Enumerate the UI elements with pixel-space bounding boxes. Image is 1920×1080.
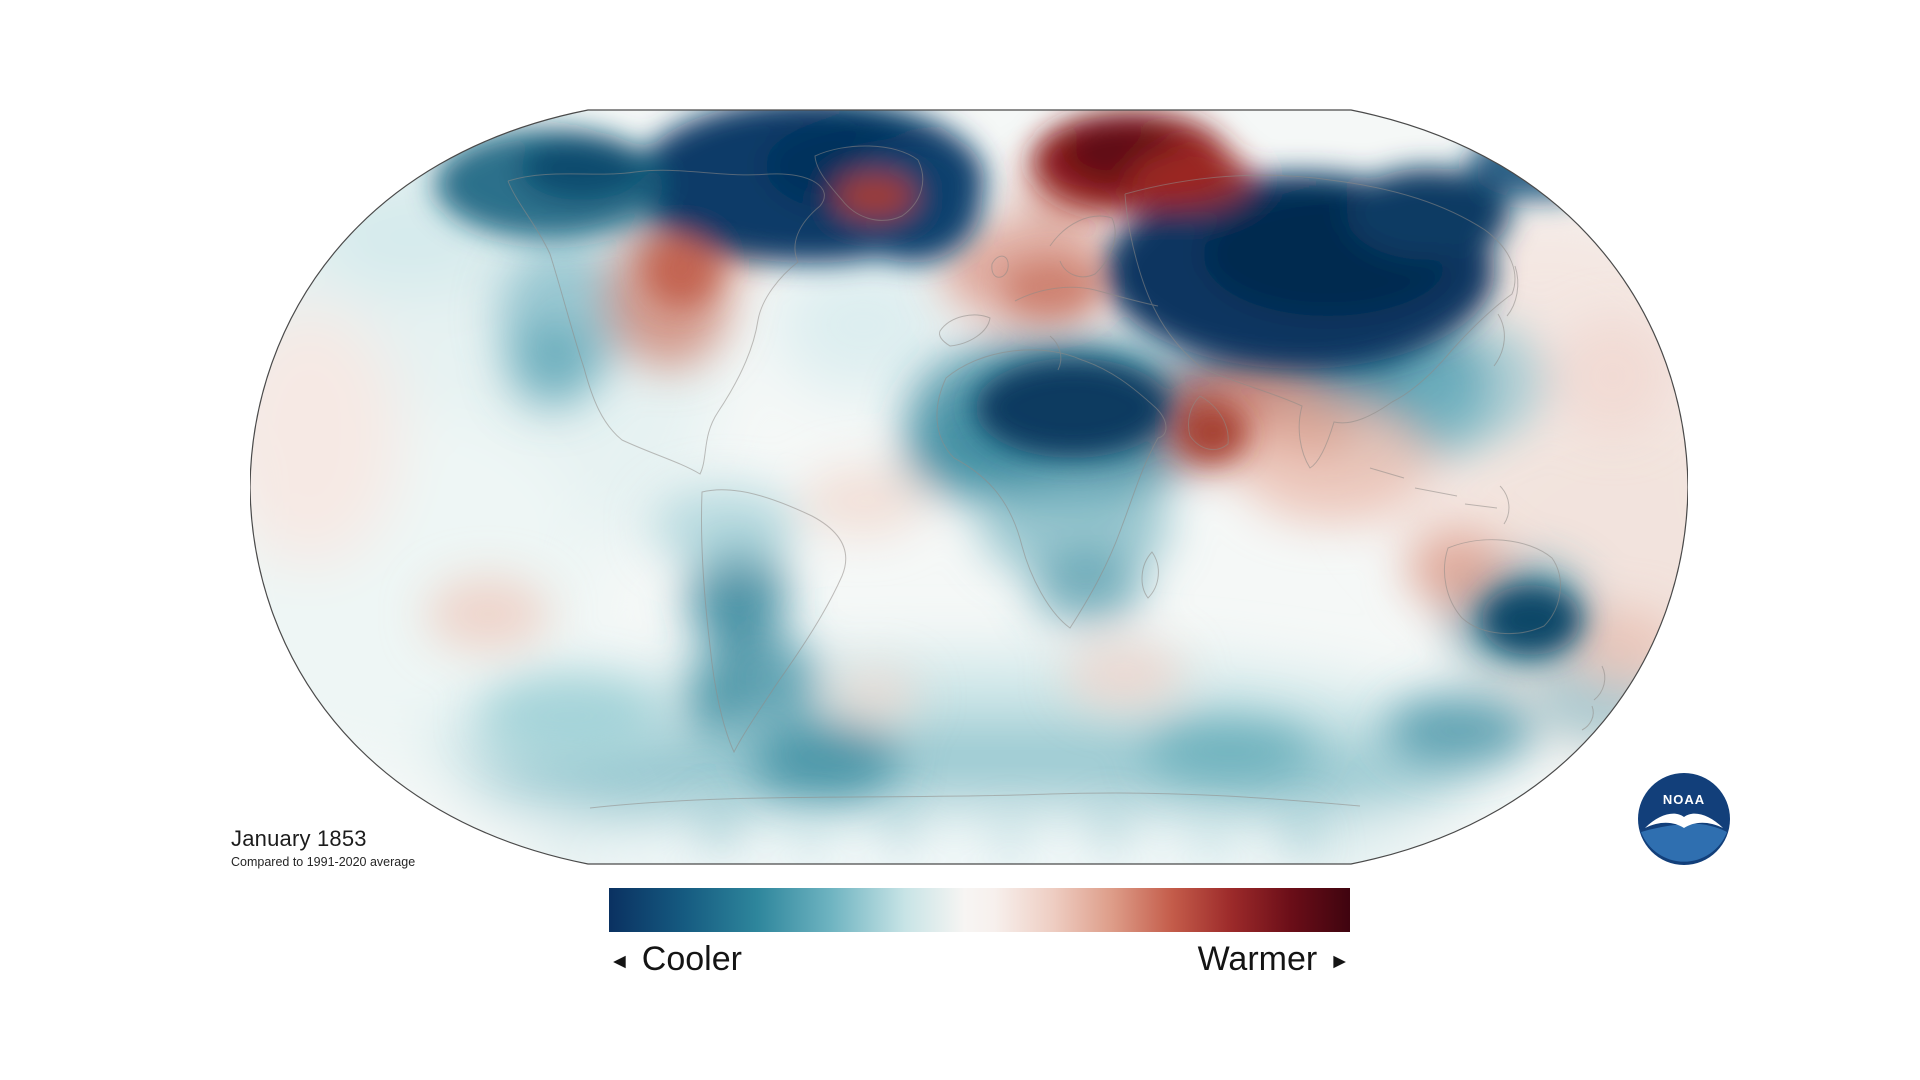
- colorbar-labels: ◄ Cooler Warmer ►: [609, 940, 1350, 979]
- map-outline: [250, 109, 1688, 865]
- warmer-legend: Warmer ►: [1198, 940, 1350, 979]
- warmer-label: Warmer: [1197, 940, 1318, 978]
- map-title: January 1853: [231, 826, 367, 851]
- anomaly-mid-layer: [426, 160, 1677, 799]
- map-caption: January 1853 Compared to 1991-2020 avera…: [231, 826, 415, 869]
- warmer-arrow-icon: ►: [1329, 950, 1350, 973]
- coastlines: [507, 145, 1606, 809]
- cooler-legend: ◄ Cooler: [609, 940, 742, 979]
- map-subtitle: Compared to 1991-2020 average: [231, 855, 416, 869]
- noaa-logo-text: NOAA: [1663, 792, 1705, 807]
- anomaly-strong-layer: [435, 110, 1612, 655]
- noaa-bird-icon: [1645, 813, 1723, 828]
- cooler-label: Cooler: [641, 940, 742, 978]
- noaa-logo: NOAA: [1638, 773, 1730, 865]
- antarctica-layer: [570, 804, 1330, 864]
- cooler-arrow-icon: ◄: [609, 950, 630, 973]
- world-map: [250, 109, 1688, 865]
- colorbar: [609, 888, 1350, 932]
- noaa-logo-lower: [1641, 823, 1727, 862]
